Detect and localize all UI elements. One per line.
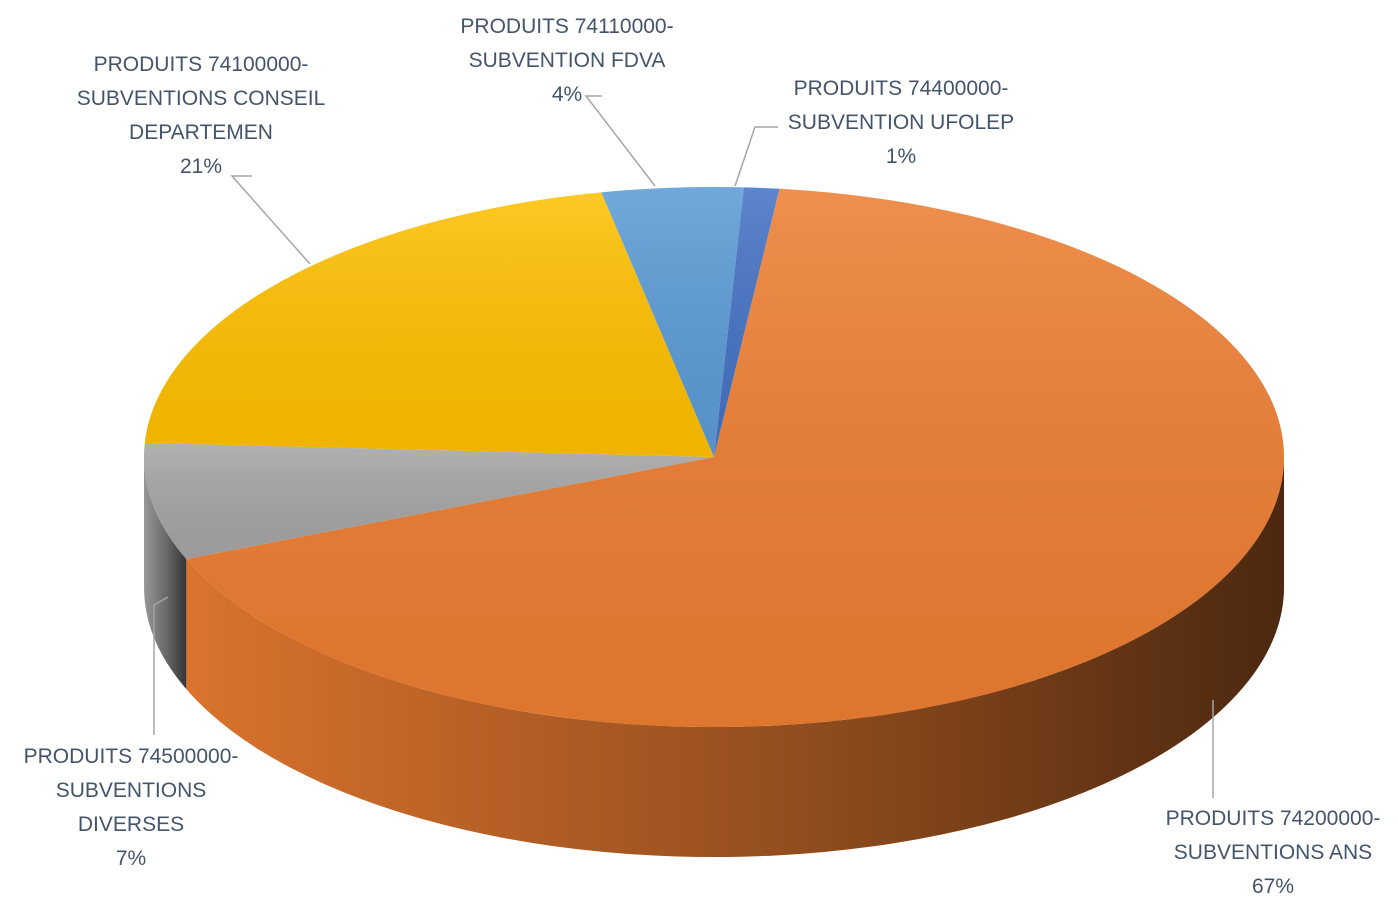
label-conseil: PRODUITS 74100000- SUBVENTIONS CONSEIL D… [76, 53, 326, 178]
slice-shade-subventions-ans [186, 188, 1284, 728]
leader-line-ufolep [734, 126, 778, 187]
leader-line-diverses [153, 596, 169, 735]
slice-shade-subventions-conseil-departemen [144, 192, 714, 457]
leader-line-conseil [230, 175, 311, 265]
slice-shade-subvention-ufolep [714, 187, 780, 457]
label-ans: PRODUITS 74200000- SUBVENTIONS ANS 67% [1165, 807, 1381, 898]
slice-side-shade-subventions-ans [186, 457, 1284, 858]
slice-shade-subvention-fdva [601, 187, 744, 457]
slice-shade-subventions-diverses [143, 442, 714, 560]
label-ufolep: PRODUITS 74400000- SUBVENTION UFOLEP 1% [787, 77, 1015, 168]
leader-line-fdva [584, 95, 656, 187]
label-fdva: PRODUITS 74110000- SUBVENTION FDVA 4% [460, 15, 674, 106]
label-diverses: PRODUITS 74500000- SUBVENTIONS DIVERSES … [23, 745, 239, 870]
